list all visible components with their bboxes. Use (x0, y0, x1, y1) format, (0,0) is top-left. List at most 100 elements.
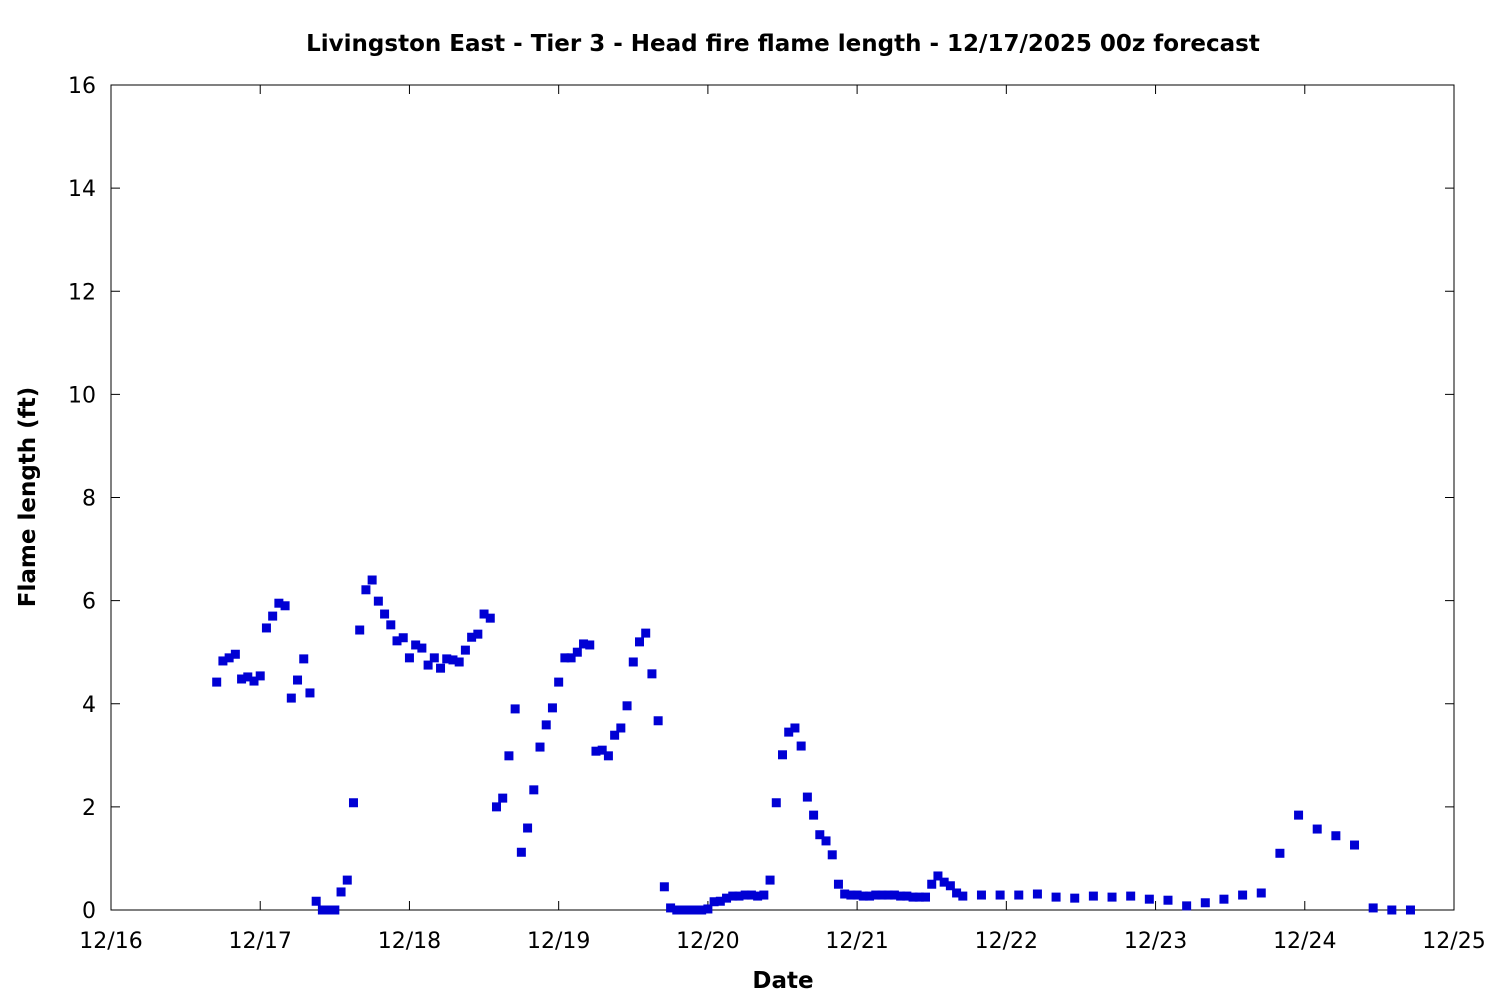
y-tick-label: 6 (82, 590, 96, 615)
data-point (622, 701, 632, 711)
data-point (274, 598, 284, 608)
data-point (753, 891, 763, 901)
data-point (759, 890, 769, 900)
data-point (1126, 891, 1136, 901)
x-tick-label: 12/16 (79, 929, 142, 954)
data-point (597, 745, 607, 755)
data-point (877, 890, 887, 900)
data-point (1294, 810, 1304, 820)
data-point (591, 746, 601, 756)
data-point (871, 890, 881, 900)
plot-frame (110, 84, 1455, 911)
data-point (324, 905, 334, 915)
data-point (342, 875, 352, 885)
data-point (616, 723, 626, 733)
data-point (243, 672, 253, 682)
data-point (224, 653, 234, 663)
data-point (889, 890, 899, 900)
data-point (647, 669, 657, 679)
x-tick-label: 12/22 (975, 929, 1038, 954)
data-point (740, 890, 750, 900)
data-point (939, 877, 949, 887)
data-point (1312, 824, 1322, 834)
data-point (833, 879, 843, 889)
data-point (976, 890, 986, 900)
data-point (666, 903, 676, 913)
data-point (802, 792, 812, 802)
data-point (467, 632, 477, 642)
data-point (603, 751, 613, 761)
x-tick-label: 12/17 (229, 929, 292, 954)
x-tick-label: 12/23 (1124, 929, 1187, 954)
data-point (218, 656, 228, 666)
data-point (722, 893, 732, 903)
data-point (840, 889, 850, 899)
data-point (535, 742, 545, 752)
x-tick-label: 12/18 (378, 929, 441, 954)
data-point (1368, 903, 1378, 913)
data-point (417, 643, 427, 653)
data-point (1256, 888, 1266, 898)
y-tick-label: 8 (82, 487, 96, 512)
data-point (473, 629, 483, 639)
data-point (541, 720, 551, 730)
data-point (809, 810, 819, 820)
data-point (896, 891, 906, 901)
data-point (945, 881, 955, 891)
data-point (672, 905, 682, 915)
data-point (852, 890, 862, 900)
data-point (703, 904, 713, 914)
data-point (790, 723, 800, 733)
data-point (728, 891, 738, 901)
data-point (684, 905, 694, 915)
data-point (280, 601, 290, 611)
x-tick-label: 12/21 (825, 929, 888, 954)
data-point (485, 613, 495, 623)
data-point (865, 891, 875, 901)
data-point (952, 888, 962, 898)
data-point (709, 897, 719, 907)
data-point (628, 657, 638, 667)
data-point (927, 879, 937, 889)
data-point (442, 654, 452, 664)
data-point (423, 660, 433, 670)
data-point (305, 688, 315, 698)
data-point (330, 905, 340, 915)
data-point (268, 611, 278, 621)
data-point (348, 798, 358, 808)
data-point (784, 727, 794, 737)
chart-title: Livingston East - Tier 3 - Head fire fla… (306, 31, 1260, 57)
data-point (1219, 894, 1229, 904)
data-point (659, 882, 669, 892)
data-point (386, 620, 396, 630)
data-point (883, 890, 893, 900)
data-point (1182, 901, 1192, 911)
x-axis-label: Date (752, 968, 813, 994)
data-point (690, 905, 700, 915)
data-point (846, 890, 856, 900)
data-point (610, 730, 620, 740)
axis-ticks: 12/16 12/17 12/18 12/19 12/20 12/21 12/22 12/23… (68, 74, 1486, 954)
data-point (933, 871, 943, 881)
y-tick-label: 10 (68, 383, 96, 408)
data-point (392, 636, 402, 646)
data-point (249, 676, 259, 686)
data-point (448, 655, 458, 665)
data-point (411, 640, 421, 650)
data-point (317, 905, 327, 915)
data-point (404, 653, 414, 663)
data-point (491, 802, 501, 812)
data-point (498, 793, 508, 803)
y-tick-label: 0 (82, 899, 96, 924)
data-point (585, 640, 595, 650)
data-point (380, 609, 390, 619)
data-point (373, 596, 383, 606)
data-point (902, 891, 912, 901)
data-point (1051, 892, 1061, 902)
data-point (547, 703, 557, 713)
data-point (914, 892, 924, 902)
data-point (566, 653, 576, 663)
data-point (958, 891, 968, 901)
data-points (212, 575, 1415, 915)
data-point (827, 850, 837, 860)
